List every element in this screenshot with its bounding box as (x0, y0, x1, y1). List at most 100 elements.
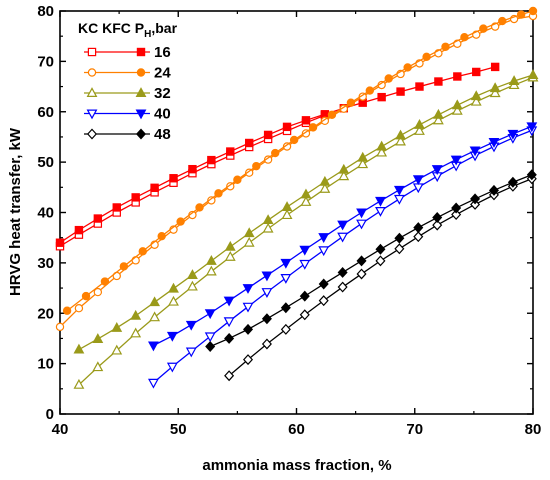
series-32-kfc-point (376, 140, 388, 151)
series-40 (148, 122, 538, 389)
series-32-kc-point (357, 158, 369, 169)
series-16-kfc-point (434, 77, 443, 86)
series-48-kfc-point (280, 302, 291, 314)
legend-marker-kc (86, 128, 98, 140)
series-16-kfc-point (490, 62, 500, 72)
series-32-kfc-point (395, 129, 406, 140)
series-16-kfc-point (93, 214, 103, 223)
series-32-kc-point (470, 95, 482, 106)
series-24-kfc-point (327, 110, 337, 119)
series-32-kfc-point (262, 214, 274, 225)
legend-marker-kfc (135, 87, 147, 98)
series-24-kfc-point (119, 262, 129, 271)
series-24-kc-point (55, 322, 65, 332)
series-32-kc-point (300, 196, 312, 206)
series-24-kc-point (282, 142, 292, 151)
series-48-kc-point (413, 231, 424, 243)
series-24-kfc-point (157, 231, 166, 241)
series-24 (55, 6, 538, 332)
series-24-kfc-point (460, 32, 469, 42)
legend-marker-kc (86, 109, 98, 120)
series-40-kfc-point (393, 185, 405, 196)
series-48-kfc-point (261, 313, 272, 325)
series-32-kc-point (205, 265, 217, 276)
series-32-kfc-point (149, 296, 161, 307)
series-32-kc-point (376, 146, 388, 157)
series-24-kfc-point (346, 98, 356, 107)
series-32-kfc-point (73, 343, 85, 354)
series-48-kfc-point (337, 266, 348, 278)
y-axis-title: HRVG heat transfer, kW (7, 127, 24, 296)
series-48-kc-point (243, 354, 254, 366)
series-24-kfc-point (516, 10, 526, 19)
series-24-kfc-point (422, 52, 431, 62)
series-32-kfc-point (281, 201, 293, 211)
series-16-kfc-point (74, 225, 84, 235)
series-24-kfc-point (271, 148, 280, 158)
series-48-kfc-point (394, 232, 405, 244)
series-40-kc-point (356, 219, 367, 230)
series-48-kc-point (224, 370, 235, 382)
series-48 (205, 169, 537, 382)
series-24-kfc-point (252, 161, 261, 171)
series-48-kfc-point (243, 323, 254, 335)
series-16-kfc-point (169, 174, 178, 183)
y-tick-label: 50 (37, 154, 54, 171)
series-40-kfc-point (450, 155, 462, 166)
series-48-kfc-point (413, 222, 424, 234)
series-32-kc-point (92, 361, 104, 372)
series-32-kc-point (111, 344, 123, 355)
series-40-kc-point (261, 288, 273, 298)
legend-entry-24: 24 (84, 65, 171, 82)
series-32-kfc-point (224, 240, 236, 251)
legend-marker-kc (87, 68, 97, 77)
series-32-kfc-point (432, 108, 444, 119)
x-tick-label: 50 (170, 421, 187, 438)
series-24-kfc-point (100, 277, 110, 286)
legend-title: KC KFC PH,bar (78, 20, 178, 40)
series-32-kc-point (73, 378, 85, 389)
series-40-kfc-point (242, 284, 254, 294)
series-48-kc-point (375, 255, 386, 267)
series-48-kc-point (261, 338, 272, 350)
series-24-kc-point (358, 92, 367, 101)
series-40-kfc-point (431, 165, 443, 176)
y-tick-label: 40 (37, 205, 54, 222)
series-48-kc-point (318, 295, 329, 307)
legend-marker-kfc (136, 68, 146, 77)
series-24-kc-point (93, 287, 103, 297)
series-16-kfc-point (377, 92, 386, 102)
series-32-kc-point (187, 280, 198, 291)
y-tick-label: 70 (37, 53, 54, 70)
series-40-kc-point (280, 273, 292, 284)
series-48-kfc-point (432, 212, 443, 224)
series-24-kfc-point (62, 306, 72, 315)
legend-marker-kfc (136, 47, 146, 57)
series-48-kfc-point (375, 243, 386, 255)
series-24-kc-point (263, 155, 273, 164)
series-40-kc-point (185, 347, 197, 358)
series-40-kfc-point (337, 220, 349, 231)
series-16-kfc-point (150, 183, 159, 193)
legend-label: 40 (154, 106, 171, 123)
series-16-kfc-point (226, 147, 235, 156)
legend-label: 32 (154, 85, 171, 102)
series-48-kfc-point (205, 341, 216, 352)
series-16-kfc-point (188, 164, 197, 174)
series-48-kc-point (299, 309, 310, 321)
series-40-kfc-point (356, 208, 367, 219)
series-48-kfc-point (451, 202, 462, 214)
series-32 (73, 69, 539, 389)
series-32-kfc-point (451, 99, 463, 110)
x-tick-label: 80 (525, 421, 542, 438)
series-32-kc-point (319, 182, 331, 193)
series-40-kc-point (375, 206, 386, 217)
series-24-kc-point (74, 304, 84, 313)
series-24-kfc-point (441, 42, 450, 51)
series-32-kfc-point (414, 119, 425, 129)
series-40-kfc-point (469, 146, 481, 157)
series-40-kc-point (337, 232, 349, 243)
series-40-kfc-point (318, 233, 330, 244)
series-40-kfc-point (526, 122, 538, 133)
series-16-kfc-point (282, 122, 292, 132)
